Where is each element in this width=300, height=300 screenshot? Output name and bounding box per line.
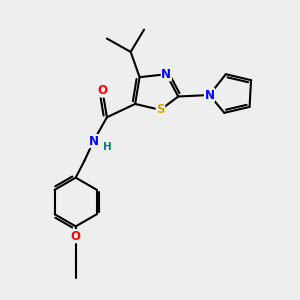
Text: N: N: [204, 88, 214, 101]
Text: S: S: [156, 103, 165, 116]
Text: H: H: [103, 142, 111, 152]
Text: N: N: [161, 68, 171, 81]
Text: O: O: [98, 84, 107, 97]
Text: N: N: [88, 135, 98, 148]
Text: O: O: [71, 230, 81, 243]
